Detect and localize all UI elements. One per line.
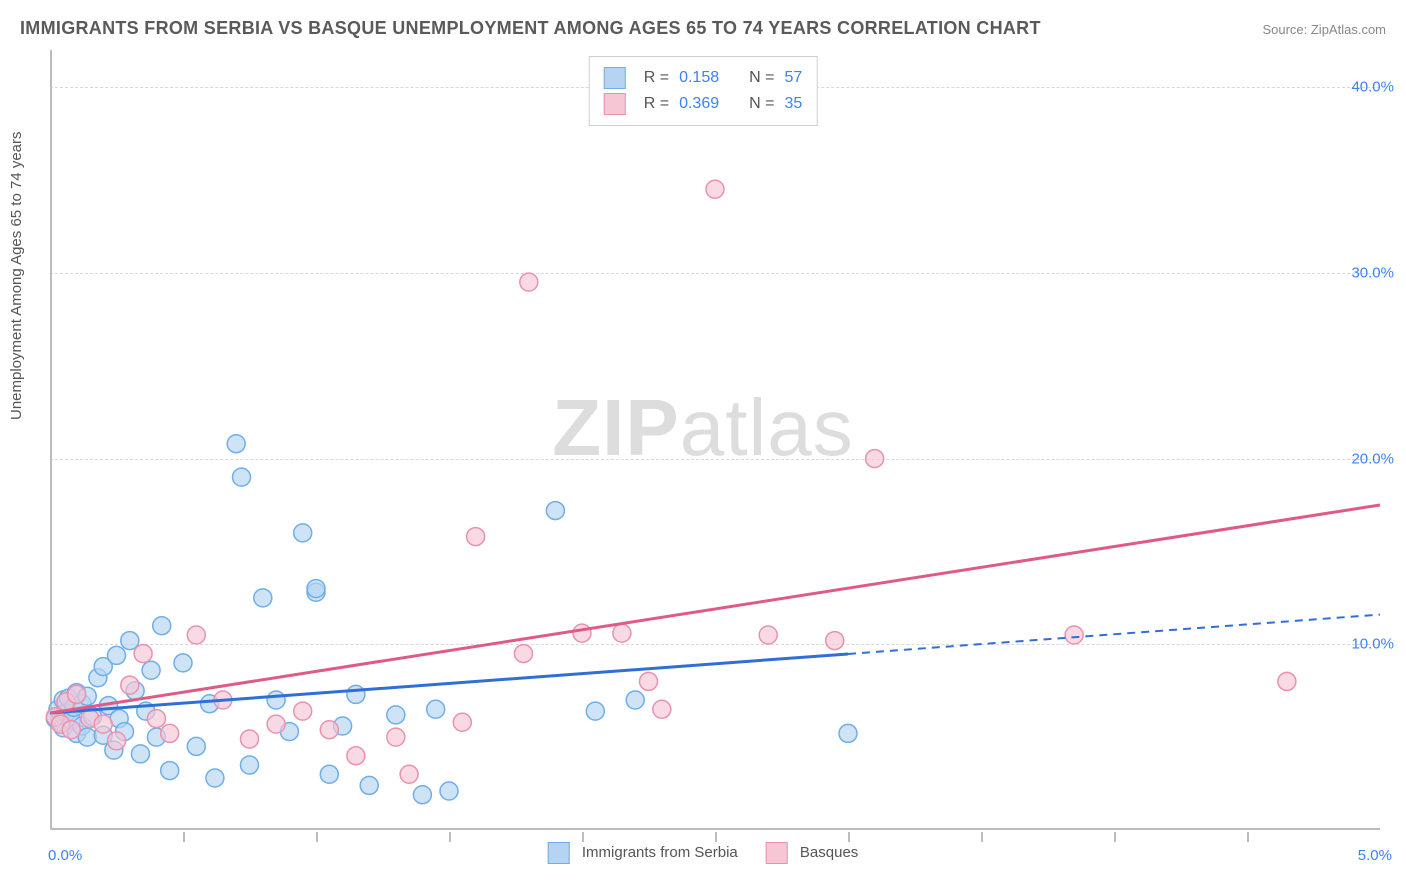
legend-item-basques: Basques	[766, 842, 859, 864]
swatch-serbia	[604, 67, 626, 89]
r-value-serbia: 0.158	[679, 69, 719, 87]
chart-title: IMMIGRANTS FROM SERBIA VS BASQUE UNEMPLO…	[20, 18, 1041, 39]
correlation-legend: R = 0.158 N = 57 R = 0.369 N = 35	[589, 56, 818, 126]
x-axis-origin-label: 0.0%	[48, 847, 82, 864]
r-label: R =	[644, 69, 669, 87]
n-label: N =	[749, 95, 774, 113]
n-value-basques: 35	[784, 95, 802, 113]
x-axis-max-label: 5.0%	[1358, 847, 1392, 864]
swatch-serbia	[548, 842, 570, 864]
legend-row-serbia: R = 0.158 N = 57	[604, 65, 803, 91]
n-value-serbia: 57	[784, 69, 802, 87]
y-axis-label: Unemployment Among Ages 65 to 74 years	[8, 131, 25, 420]
swatch-basques	[766, 842, 788, 864]
legend-label-basques: Basques	[800, 844, 858, 861]
series-legend: Immigrants from Serbia Basques	[548, 842, 859, 864]
legend-label-serbia: Immigrants from Serbia	[582, 844, 738, 861]
scatter-plot-svg	[50, 50, 1380, 830]
r-label: R =	[644, 95, 669, 113]
legend-item-serbia: Immigrants from Serbia	[548, 842, 738, 864]
n-label: N =	[749, 69, 774, 87]
r-value-basques: 0.369	[679, 95, 719, 113]
source-attribution: Source: ZipAtlas.com	[1262, 22, 1386, 37]
swatch-basques	[604, 93, 626, 115]
legend-row-basques: R = 0.369 N = 35	[604, 91, 803, 117]
